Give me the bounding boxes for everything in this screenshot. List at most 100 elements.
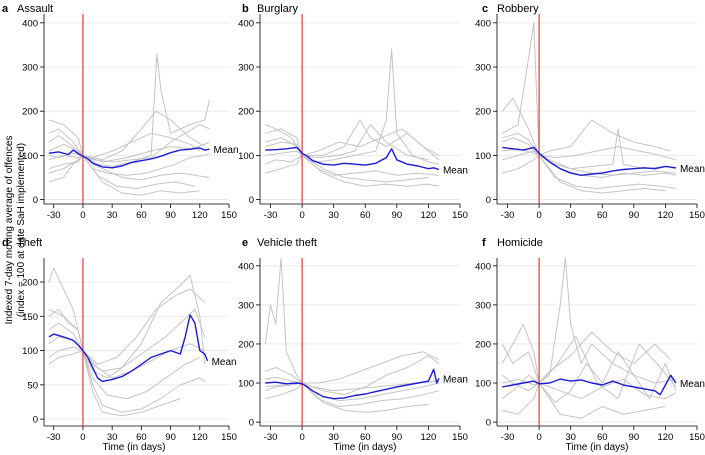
city-series-line [502, 154, 666, 194]
city-series-line [48, 154, 196, 189]
city-series-line [48, 110, 205, 161]
mean-series-line [48, 314, 209, 383]
mean-series-line [265, 368, 440, 400]
y-axis-title-line1: Indexed 7-day moving average of offences [4, 136, 15, 325]
y-tick-label: 300 [238, 63, 254, 74]
x-tick-label: 0 [80, 210, 85, 221]
x-axis-title-d: Time (in days) [103, 442, 166, 453]
city-series-line [265, 48, 440, 165]
city-series-line [502, 137, 677, 161]
y-tick-label: 400 [238, 261, 254, 272]
x-tick-label: 150 [452, 432, 468, 443]
mean-series-line [502, 374, 677, 396]
city-series-line [501, 257, 676, 384]
city-series-line [48, 119, 201, 159]
x-tick-label: 120 [192, 432, 208, 443]
panel-letter: e [242, 237, 248, 249]
y-tick-label: 0 [486, 195, 491, 206]
x-tick-label: 60 [136, 432, 147, 443]
mean-series-line [48, 147, 210, 169]
x-tick-label: 60 [597, 432, 608, 443]
y-tick-label: 0 [249, 195, 254, 206]
city-series-line [502, 378, 677, 400]
x-tick-label: 90 [392, 210, 403, 221]
x-tick-label: 60 [136, 210, 147, 221]
x-tick-label: 0 [299, 432, 304, 443]
mean-series-line [502, 146, 676, 177]
city-series-line [502, 382, 666, 419]
city-series-line [265, 150, 429, 183]
y-tick-label: 200 [22, 278, 38, 289]
x-tick-label: 120 [420, 432, 436, 443]
y-tick-label: 100 [475, 379, 491, 390]
y-tick-label: 100 [22, 346, 38, 357]
x-tick-label: -30 [47, 432, 61, 443]
x-tick-label: 120 [657, 432, 673, 443]
y-tick-label: 100 [475, 151, 491, 162]
panel-letter: c [482, 3, 488, 15]
x-tick-label: 60 [360, 210, 371, 221]
y-tick-label: 100 [22, 151, 38, 162]
panel-letter: d [2, 237, 9, 249]
y-tick-label: 200 [238, 107, 254, 118]
panel-assault: a Assault 0 100 200 300 400 -30 0 30 60 90 120 150 Mea… [2, 3, 239, 221]
city-series-line [265, 382, 429, 413]
city-series-line [501, 351, 677, 404]
x-tick-label: 30 [107, 210, 118, 221]
x-tick-label: 150 [452, 210, 468, 221]
city-series-line [265, 154, 440, 187]
x-tick-label: -30 [47, 210, 61, 221]
x-tick-label: 90 [165, 432, 176, 443]
city-series-line [264, 257, 439, 392]
y-tick-label: 300 [22, 63, 38, 74]
city-series-line [501, 331, 672, 384]
y-axis-title-line2: (index = 100 at date SaH implemented) [16, 143, 27, 317]
panel-homicide: f Homicide 0 100 200 300 400 -30 0 30 60 90 120 150 Me… [475, 237, 705, 443]
x-tick-label: 120 [192, 210, 208, 221]
x-tick-label: 150 [689, 210, 705, 221]
panel-title: Assault [17, 3, 53, 15]
city-series-line [265, 351, 440, 384]
x-tick-label: 60 [597, 210, 608, 221]
city-series-line [48, 308, 206, 379]
panel-title: Vehicle theft [257, 237, 317, 249]
city-series-line [502, 119, 671, 156]
x-tick-label: 90 [392, 432, 403, 443]
panel-letter: b [242, 3, 249, 15]
panel-theft: d Theft 0 50 100 150 200 -30 0 30 60 90 120 150 Mean [2, 237, 237, 443]
x-tick-label: 0 [80, 432, 85, 443]
panel-vehicle-theft: e Vehicle theft 0 100 200 300 400 -30 0 30 60 90 120… [238, 237, 468, 443]
x-tick-label: -30 [264, 210, 278, 221]
city-series-line [48, 124, 210, 163]
y-tick-label: 300 [238, 300, 254, 311]
y-tick-label: 300 [475, 63, 491, 74]
panel-letter: f [482, 237, 486, 249]
city-series-line [48, 350, 181, 417]
city-series-line [265, 355, 440, 396]
city-series-line [502, 150, 676, 189]
panel-title: Burglary [257, 3, 298, 15]
y-tick-label: 300 [475, 300, 491, 311]
mean-label: Mean [443, 166, 468, 177]
mean-label: Mean [443, 374, 468, 385]
city-series-line [48, 154, 210, 181]
panel-robbery: c Robbery 0 100 200 300 400 -30 0 30 60 90 120 150 Mea… [475, 3, 705, 221]
y-tick-label: 0 [249, 418, 254, 429]
x-tick-label: 30 [107, 432, 118, 443]
panel-letter: a [2, 3, 9, 15]
y-tick-label: 150 [22, 312, 38, 323]
city-series-line [48, 288, 206, 365]
y-tick-label: 50 [27, 380, 38, 391]
x-tick-label: -30 [501, 432, 515, 443]
x-axis-title-e: Time (in days) [334, 442, 397, 453]
x-tick-label: 60 [360, 432, 371, 443]
panel-title: Robbery [497, 3, 539, 15]
city-series-line [48, 141, 210, 163]
city-series-line [48, 322, 205, 379]
x-tick-label: -30 [501, 210, 515, 221]
x-tick-label: 150 [221, 432, 237, 443]
y-tick-label: 400 [22, 18, 38, 29]
x-tick-label: -30 [264, 432, 278, 443]
panel-title: Theft [17, 237, 42, 249]
x-tick-label: 30 [565, 210, 576, 221]
